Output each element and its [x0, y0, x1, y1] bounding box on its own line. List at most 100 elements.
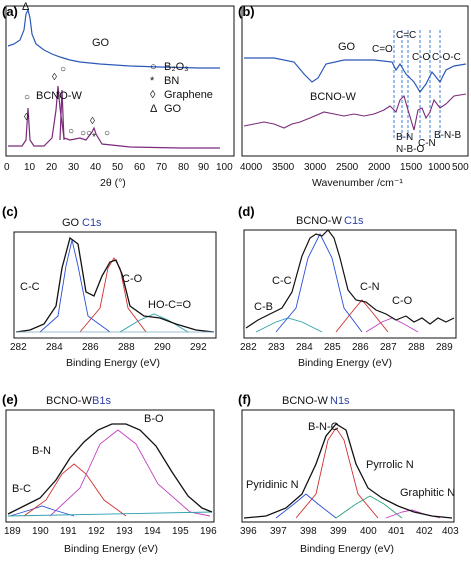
panel-label-d: (d) [238, 204, 255, 219]
svg-text:3500: 3500 [272, 162, 295, 173]
bcno-ftir-curve [243, 93, 467, 131]
x-axis-title: Wavenumber /cm⁻¹ [312, 177, 403, 189]
svg-text:1000: 1000 [428, 162, 451, 173]
svg-text:399: 399 [330, 526, 347, 537]
fit-peak-cb [255, 317, 323, 333]
svg-text:282: 282 [10, 342, 27, 353]
go-xrd-curve [7, 8, 220, 69]
marker-circle: ○ [104, 128, 110, 139]
x-axis-ticks: 396 397 398 399 400 401 402 403 [240, 526, 459, 537]
peak-label: B-C [12, 483, 31, 495]
legend-symbol: Δ [150, 103, 158, 115]
x-axis-ticks: 0 10 20 30 40 50 60 70 80 90 100 [4, 162, 233, 173]
fit-peak-co [79, 257, 147, 333]
peak-label: Pyridinic N [246, 479, 299, 491]
marker-diamond: ◊ [52, 72, 57, 83]
svg-text:4000: 4000 [240, 162, 263, 173]
ftir-band-labels: C=O C=C C-O C-O-C B-N-B B-N C-N N-B-O [372, 30, 462, 155]
svg-text:C-O: C-O [412, 52, 431, 63]
xrd-legend: ○ B₂O₃ * BN ◊ Graphene Δ GO [150, 61, 213, 115]
x-axis-ticks: 4000 3500 3000 2500 2000 1500 1000 500 [240, 162, 469, 173]
svg-text:194: 194 [144, 526, 161, 537]
marker-circle: ○○ [80, 128, 92, 139]
peak-label: Pyrrolic N [366, 459, 414, 471]
plot-frame [241, 409, 455, 523]
go-peak-symbol: Δ [22, 1, 30, 13]
marker-circle: ○ [68, 126, 74, 137]
measured-envelope [7, 423, 213, 515]
x-axis-ticks: 189 190 191 192 193 194 195 196 [4, 526, 217, 537]
svg-text:C=C: C=C [396, 30, 416, 41]
svg-text:192: 192 [88, 526, 105, 537]
svg-text:403: 403 [442, 526, 459, 537]
measured-envelope [15, 236, 215, 333]
panel-title-orbital: C1s [344, 215, 364, 227]
peak-label: C-C [20, 281, 40, 293]
fit-peak-cc [275, 232, 363, 333]
svg-text:282: 282 [240, 342, 257, 353]
svg-text:20: 20 [46, 162, 58, 173]
peak-label: C-C [272, 275, 292, 287]
svg-text:195: 195 [172, 526, 189, 537]
svg-text:402: 402 [416, 526, 433, 537]
band-guides [393, 30, 441, 140]
baseline [7, 511, 213, 517]
peak-label: C-B [254, 301, 273, 313]
fit-peak-co [365, 317, 419, 333]
svg-text:190: 190 [32, 526, 49, 537]
panel-b-ftir: (b) GO BCNO-W C=O C=C C-O C-O-C B-N-B B-… [238, 4, 469, 189]
panel-label-e: (e) [2, 392, 18, 407]
bcno-bn-peak [59, 89, 65, 141]
fit-peak-pyrrolic [335, 495, 403, 519]
legend-text: BN [164, 75, 179, 87]
panel-e-bcno-b1s: (e) BCNO-W B1s B-C B-N B-O 189 190 191 1… [2, 392, 217, 555]
svg-text:290: 290 [154, 342, 171, 353]
svg-text:2000: 2000 [368, 162, 391, 173]
svg-text:50: 50 [112, 162, 124, 173]
x-axis-title: Binding Energy (eV) [64, 543, 158, 555]
svg-text:288: 288 [408, 342, 425, 353]
plot-frame [13, 231, 217, 339]
fit-peak-cc [39, 239, 111, 333]
marker-circle: ○ [60, 64, 66, 75]
svg-text:C-O-C: C-O-C [432, 52, 461, 63]
marker-diamond: ◊ [90, 116, 95, 127]
svg-text:40: 40 [90, 162, 102, 173]
panel-f-bcno-n1s: (f) BCNO-W N1s B-N-C Pyridinic N Pyrroli… [238, 392, 459, 555]
svg-text:397: 397 [270, 526, 287, 537]
svg-text:398: 398 [300, 526, 317, 537]
fit-peak-bo [49, 429, 211, 517]
panel-title: GO [62, 217, 80, 229]
bcno-series-label: BCNO-W [36, 90, 82, 102]
legend-text: Graphene [164, 89, 213, 101]
x-axis-ticks: 282 284 286 288 290 292 [10, 342, 207, 353]
svg-text:284: 284 [46, 342, 63, 353]
panel-d-bcno-c1s: (d) BCNO-W C1s C-C C-B C-N C-O 282 283 2… [238, 204, 457, 369]
svg-text:70: 70 [156, 162, 168, 173]
panel-title: BCNO-W [282, 395, 328, 407]
measured-envelope [245, 229, 455, 329]
fit-peak-bn [23, 463, 127, 517]
svg-text:193: 193 [116, 526, 133, 537]
svg-text:N-B-O: N-B-O [396, 144, 425, 155]
legend-symbol: * [150, 75, 155, 87]
fit-peak-pyridinic [275, 493, 337, 519]
panel-a-xrd: (a) Δ GO BCNO-W ○ ◊ ◊ * ○ ○ ○○ ◊ * ○ ○ B… [2, 1, 235, 189]
svg-text:C=O: C=O [372, 44, 393, 55]
svg-text:500: 500 [452, 162, 469, 173]
svg-text:287: 287 [380, 342, 397, 353]
svg-text:286: 286 [352, 342, 369, 353]
x-axis-title: Binding Energy (eV) [66, 357, 160, 369]
svg-text:80: 80 [178, 162, 190, 173]
marker-diamond: ◊ [24, 112, 29, 123]
peak-label: HO-C=O [148, 299, 192, 311]
panel-title-orbital: C1s [82, 217, 102, 229]
panel-title: BCNO-W [296, 215, 342, 227]
legend-symbol: ◊ [150, 89, 156, 101]
svg-text:10: 10 [24, 162, 36, 173]
svg-text:285: 285 [324, 342, 341, 353]
svg-text:196: 196 [200, 526, 217, 537]
x-axis-ticks: 282 283 284 285 286 287 288 289 [240, 342, 453, 353]
marker-circle: ○ [24, 92, 30, 103]
svg-text:289: 289 [436, 342, 453, 353]
